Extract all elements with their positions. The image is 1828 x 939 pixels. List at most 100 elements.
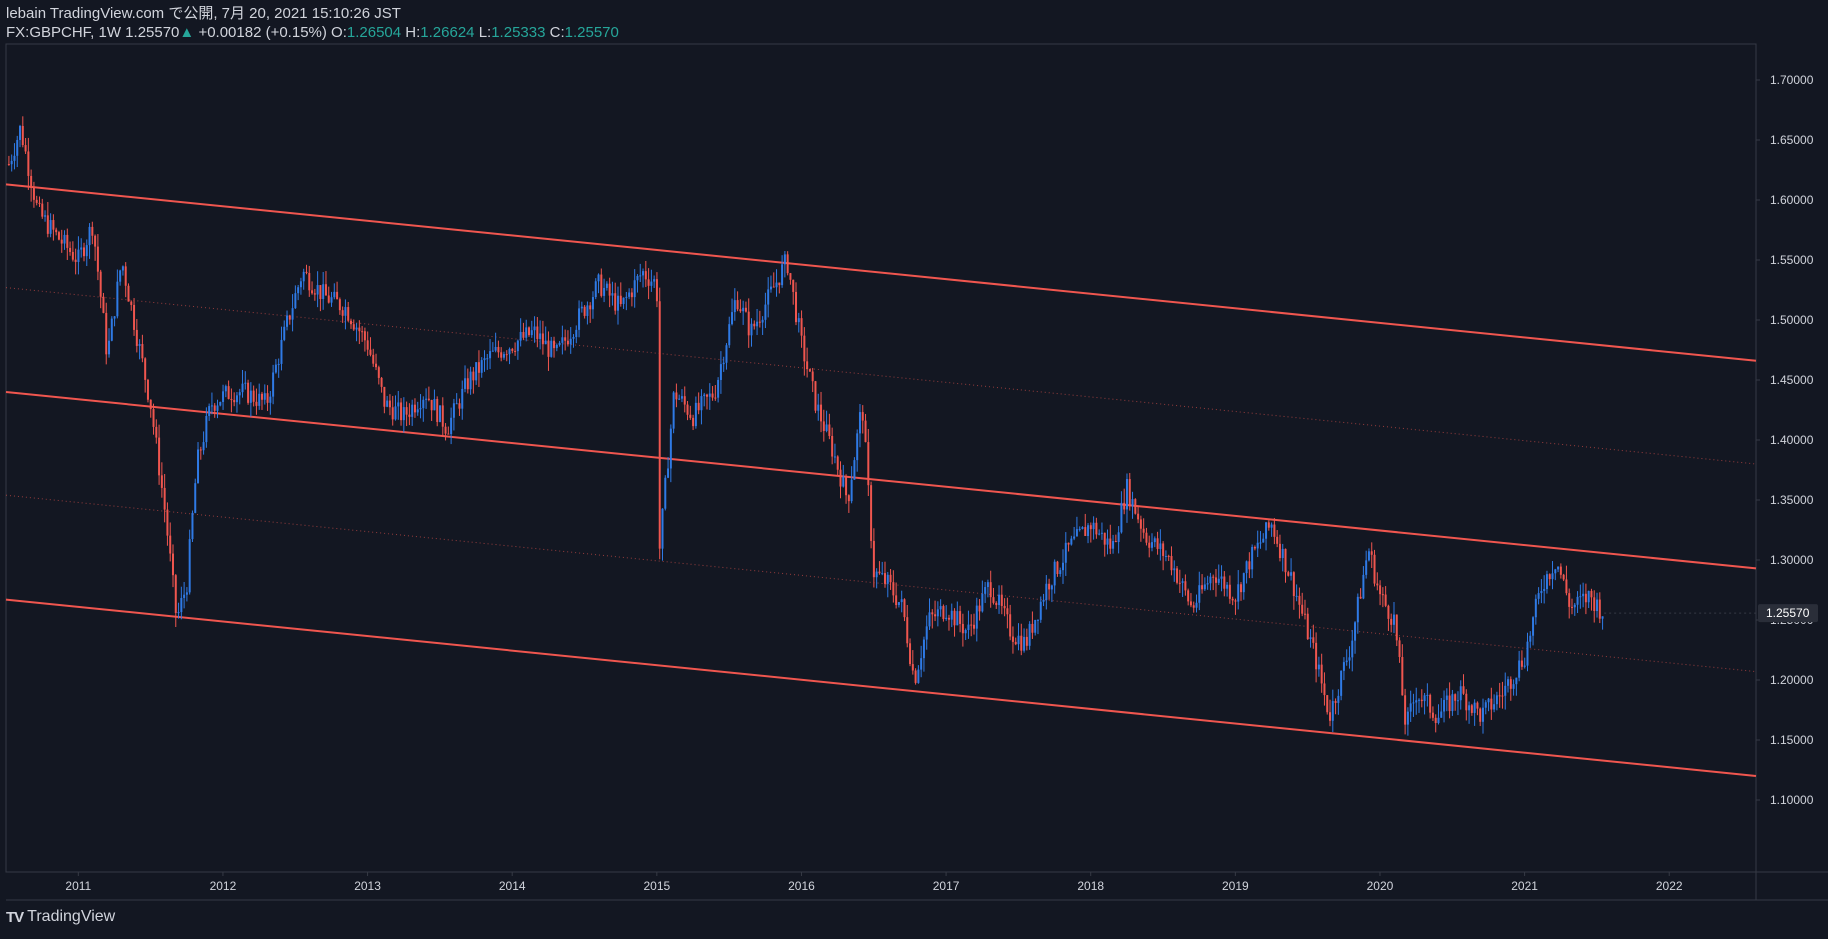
- candle: [377, 365, 380, 385]
- candle: [1601, 616, 1604, 630]
- candle: [527, 326, 530, 337]
- candle: [892, 570, 895, 603]
- candle: [1125, 473, 1128, 523]
- candle: [427, 386, 430, 402]
- candle: [274, 359, 277, 374]
- candle: [1062, 549, 1065, 584]
- candle: [1056, 560, 1059, 577]
- candle: [174, 574, 177, 627]
- candle: [133, 298, 136, 336]
- y-tick-label: 1.55000: [1770, 253, 1814, 267]
- candle: [66, 228, 69, 260]
- candle: [24, 138, 27, 155]
- candle: [288, 314, 291, 325]
- candle: [1356, 593, 1359, 634]
- candle: [511, 347, 514, 354]
- candle: [277, 358, 280, 378]
- chart-header: lebain TradingView.com で公開, 7月 20, 2021 …: [6, 4, 619, 42]
- candle: [850, 466, 853, 504]
- candle: [369, 337, 372, 357]
- candle: [1240, 582, 1243, 601]
- candle: [10, 154, 13, 172]
- candle: [375, 353, 378, 371]
- candle: [430, 399, 433, 421]
- candle: [108, 328, 111, 358]
- candle: [1540, 579, 1543, 604]
- y-tick-label: 1.10000: [1770, 793, 1814, 807]
- candle: [216, 399, 219, 419]
- candle: [1573, 602, 1576, 616]
- candle: [160, 462, 163, 498]
- candle: [594, 278, 597, 300]
- candle: [38, 196, 41, 207]
- candle: [861, 405, 864, 434]
- candle: [884, 561, 887, 588]
- candle: [1028, 621, 1031, 650]
- candle: [1429, 693, 1432, 719]
- candle: [1067, 542, 1070, 552]
- candle: [950, 603, 953, 628]
- candle: [244, 371, 247, 390]
- candle: [1251, 544, 1254, 579]
- candle: [719, 351, 722, 394]
- candle: [669, 424, 672, 483]
- candle: [642, 268, 645, 288]
- x-tick-label: 2018: [1077, 879, 1104, 893]
- candle: [461, 380, 464, 420]
- candle: [1106, 529, 1109, 555]
- candle: [1303, 599, 1306, 620]
- candle: [1050, 584, 1053, 603]
- candle: [1276, 530, 1279, 548]
- candle: [722, 356, 725, 372]
- candle: [870, 481, 873, 549]
- candle: [628, 288, 631, 300]
- candle: [155, 419, 158, 444]
- candle: [811, 367, 814, 393]
- candle: [316, 271, 319, 308]
- candle: [44, 210, 47, 222]
- candle: [1117, 526, 1120, 554]
- candle: [906, 605, 909, 648]
- candle: [1162, 541, 1165, 571]
- candle: [1381, 587, 1384, 608]
- candle: [739, 299, 742, 313]
- candle: [1596, 592, 1599, 618]
- candle: [472, 367, 475, 394]
- candle: [1379, 580, 1382, 606]
- candle: [516, 339, 519, 360]
- candle: [725, 343, 728, 370]
- candle: [1073, 526, 1076, 541]
- time-axis[interactable]: 2011 2012 2013 2014 2015 2016 2017 2018 2019 2020…: [65, 872, 1683, 893]
- candle: [361, 326, 364, 342]
- candle: [989, 570, 992, 608]
- candle: [945, 605, 948, 621]
- candle: [141, 334, 144, 363]
- candle: [925, 615, 928, 650]
- candle: [742, 300, 745, 325]
- candle: [978, 599, 981, 621]
- candle: [135, 319, 138, 353]
- candle: [347, 301, 350, 322]
- candle: [408, 403, 411, 426]
- candle: [32, 181, 35, 208]
- candle: [553, 336, 556, 358]
- candle: [1312, 624, 1315, 649]
- candle: [736, 291, 739, 312]
- candle: [1209, 572, 1212, 591]
- candle: [786, 251, 789, 276]
- price-axis[interactable]: 1.70000 1.65000 1.60000 1.55000 1.50000 1.450…: [1756, 73, 1814, 807]
- candle: [444, 423, 447, 441]
- candle: [413, 398, 416, 418]
- candle: [13, 143, 16, 170]
- candle: [539, 320, 542, 350]
- candle: [477, 350, 480, 387]
- candle: [711, 386, 714, 401]
- candle: [1487, 697, 1490, 712]
- candle: [238, 388, 241, 405]
- candle: [452, 398, 455, 431]
- candle: [166, 502, 169, 546]
- candle: [678, 394, 681, 401]
- candle: [1098, 529, 1101, 536]
- candle: [680, 389, 683, 403]
